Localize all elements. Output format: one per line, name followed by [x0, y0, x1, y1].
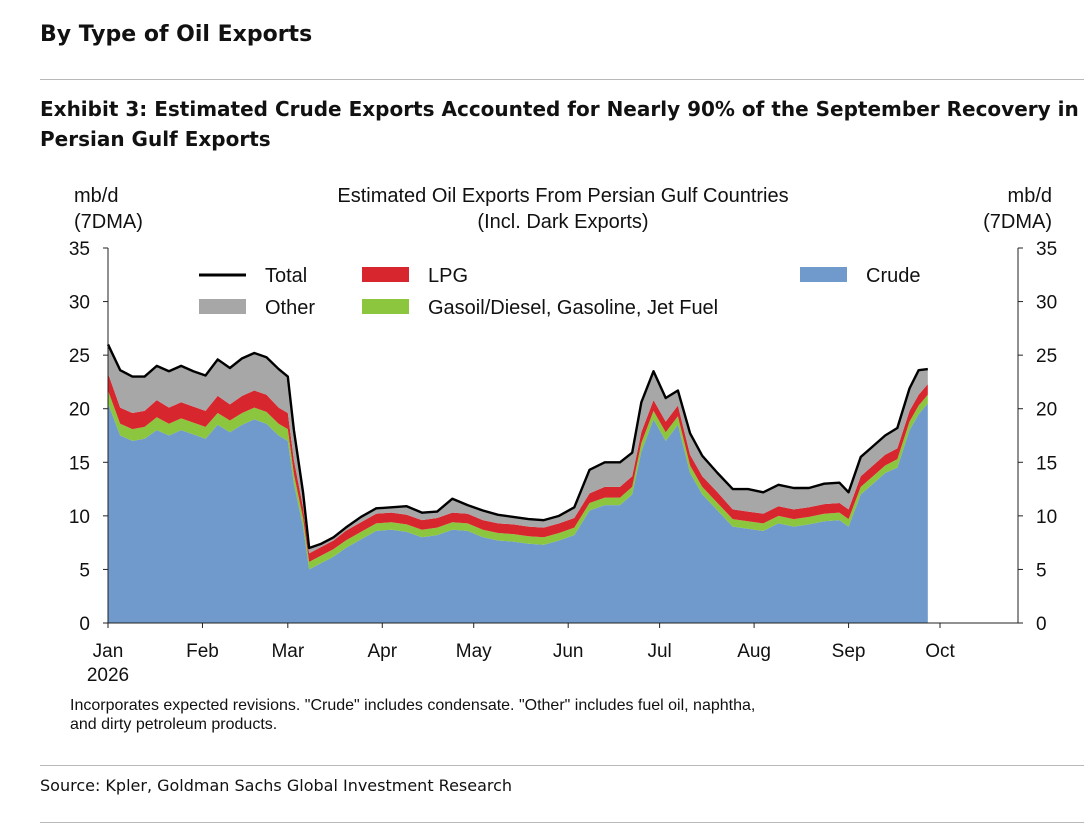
x-tick-label: Feb: [186, 641, 219, 662]
y-tick-label-right: 30: [1036, 293, 1057, 314]
legend-label-other: Other: [265, 297, 315, 319]
source-note: Source: Kpler, Goldman Sachs Global Inve…: [40, 776, 513, 795]
x-tick-label: Jan: [93, 641, 124, 662]
y-left-basis: (7DMA): [74, 211, 143, 233]
top-divider: [40, 79, 1084, 80]
y-tick-label-right: 10: [1036, 507, 1057, 528]
legend-label-lpg: LPG: [428, 265, 468, 287]
footer-divider: [40, 822, 1084, 823]
total-line: [106, 343, 928, 550]
x-tick-label: Sep: [832, 641, 866, 662]
legend: Total LPG Crude Other Gasoil/Diesel, Gasolin…: [199, 265, 920, 319]
footnote-line2: and dirty petroleum products.: [70, 716, 277, 733]
x-tick-label: Aug: [737, 641, 771, 662]
y-tick-label-right: 15: [1036, 453, 1057, 474]
chart-title-line2: (Incl. Dark Exports): [477, 211, 648, 233]
legend-swatch-gasoil: [362, 299, 409, 314]
x-year-label: 2026: [87, 665, 129, 686]
y-tick-label-right: 0: [1036, 614, 1047, 635]
chart-title: Estimated Oil Exports From Persian Gulf …: [337, 185, 788, 233]
x-tick-label: Mar: [271, 641, 304, 662]
y-right-unit: mb/d: [1008, 185, 1052, 207]
bottom-divider: [40, 765, 1084, 766]
x-tick-label: Apr: [367, 641, 397, 662]
y-tick-label-right: 25: [1036, 346, 1057, 367]
y-tick-label-left: 10: [69, 507, 90, 528]
legend-label-gasoil: Gasoil/Diesel, Gasoline, Jet Fuel: [428, 297, 718, 319]
x-tick-label: May: [456, 641, 492, 662]
legend-swatch-lpg: [362, 267, 409, 282]
crude-area: [108, 403, 928, 623]
exhibit-title: Exhibit 3: Estimated Crude Exports Accou…: [40, 97, 1079, 151]
y-tick-label-right: 35: [1036, 239, 1057, 260]
y-tick-label-left: 25: [69, 346, 90, 367]
section-title: By Type of Oil Exports: [40, 22, 313, 47]
stacked-areas: [108, 344, 928, 623]
y-tick-label-left: 30: [69, 293, 90, 314]
y-right-basis: (7DMA): [983, 211, 1052, 233]
y-tick-label-left: 5: [79, 560, 90, 581]
footnote-line1: Incorporates expected revisions. "Crude"…: [70, 697, 755, 714]
y-tick-label-left: 0: [79, 614, 90, 635]
legend-label-crude: Crude: [866, 265, 920, 287]
y-tick-label-left: 35: [69, 239, 90, 260]
y-tick-label-right: 20: [1036, 400, 1057, 421]
legend-label-total: Total: [265, 265, 307, 287]
x-tick-label: Jun: [553, 641, 584, 662]
axes: 0 0 5 5 10 10 15 15 20 20 25 25 30 30 35 35 Jan Feb Mar Apr…: [69, 239, 1057, 686]
x-tick-label: Oct: [925, 641, 955, 662]
legend-swatch-crude: [800, 267, 847, 282]
x-tick-label: Jul: [647, 641, 671, 662]
y-left-unit: mb/d: [74, 185, 118, 207]
y-tick-label-right: 5: [1036, 560, 1047, 581]
y-tick-label-left: 20: [69, 400, 90, 421]
chart: Estimated Oil Exports From Persian Gulf …: [69, 185, 1057, 733]
y-tick-label-left: 15: [69, 453, 90, 474]
legend-swatch-other: [199, 299, 246, 314]
chart-title-line1: Estimated Oil Exports From Persian Gulf …: [337, 185, 788, 207]
total-line-group: [106, 343, 928, 550]
